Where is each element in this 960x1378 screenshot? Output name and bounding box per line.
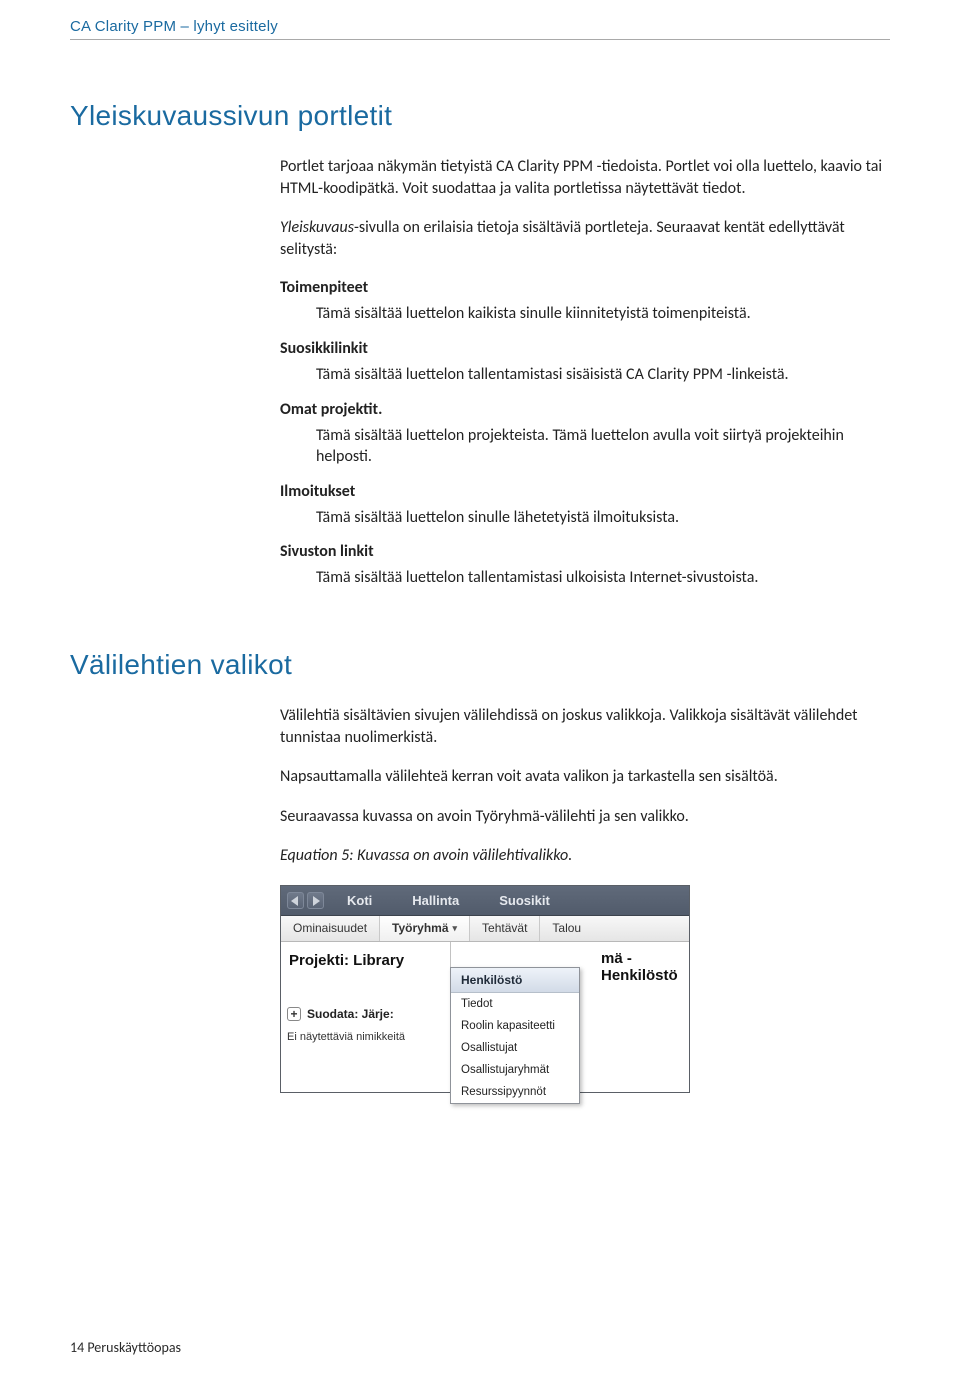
page-footer: 14 Peruskäyttöopas bbox=[70, 1339, 181, 1356]
app-left-pane: Projekti: Library + Suodata: Järje: Ei n… bbox=[281, 942, 451, 1092]
subtab-talou[interactable]: Talou bbox=[540, 916, 593, 941]
dropdown-item-osallistujat[interactable]: Osallistujat bbox=[451, 1037, 579, 1059]
term-omat-projektit: Omat projektit. bbox=[280, 400, 890, 419]
def-omat-projektit: Tämä sisältää luettelon projekteista. Tä… bbox=[316, 425, 890, 468]
tab-dropdown-menu: Henkilöstö Tiedot Roolin kapasiteetti Os… bbox=[450, 967, 580, 1104]
nav-forward-button[interactable] bbox=[307, 892, 324, 909]
top-tab-suosikit[interactable]: Suosikit bbox=[479, 893, 570, 908]
subtab-tyoryhma[interactable]: Työryhmä bbox=[380, 916, 470, 941]
s2-p3: Seuraavassa kuvassa on avoin Työryhmä-vä… bbox=[280, 806, 890, 828]
term-suosikkilinkit: Suosikkilinkit bbox=[280, 339, 890, 358]
section2-body: Välilehtiä sisältävien sivujen välilehdi… bbox=[280, 705, 890, 1093]
section-title-portletit: Yleiskuvaussivun portletit bbox=[70, 100, 890, 132]
def-suosikkilinkit: Tämä sisältää luettelon tallentamistasi … bbox=[316, 364, 890, 386]
s2-caption: Equation 5: Kuvassa on avoin välilehtiva… bbox=[280, 845, 890, 867]
lead-italic: Yleiskuvaus bbox=[280, 218, 354, 237]
intro-para: Portlet tarjoaa näkymän tietyistä CA Cla… bbox=[280, 156, 890, 199]
term-toimenpiteet: Toimenpiteet bbox=[280, 278, 890, 297]
subtab-tehtavat[interactable]: Tehtävät bbox=[470, 916, 540, 941]
filter-row: + Suodata: Järje: bbox=[281, 1005, 450, 1023]
subtab-ominaisuudet[interactable]: Ominaisuudet bbox=[281, 916, 380, 941]
dropdown-item-tiedot[interactable]: Tiedot bbox=[451, 993, 579, 1015]
def-ilmoitukset: Tämä sisältää luettelon sinulle lähetety… bbox=[316, 507, 890, 529]
empty-message: Ei näytettäviä nimikkeitä bbox=[281, 1023, 450, 1051]
s2-p1: Välilehtiä sisältävien sivujen välilehdi… bbox=[280, 705, 890, 748]
running-head: CA Clarity PPM – lyhyt esittely bbox=[70, 18, 890, 40]
dropdown-item-roolin-kapasiteetti[interactable]: Roolin kapasiteetti bbox=[451, 1015, 579, 1037]
term-sivuston-linkit: Sivuston linkit bbox=[280, 542, 890, 561]
app-screenshot: Koti Hallinta Suosikit Ominaisuudet Työr… bbox=[280, 885, 690, 1093]
dropdown-head[interactable]: Henkilöstö bbox=[451, 968, 579, 993]
dropdown-item-osallistujaryhmat[interactable]: Osallistujaryhmät bbox=[451, 1059, 579, 1081]
expand-filter-button[interactable]: + bbox=[287, 1007, 301, 1021]
filter-label: Suodata: Järje: bbox=[307, 1007, 394, 1021]
right-heading: mä - Henkilöstö bbox=[601, 950, 689, 984]
def-toimenpiteet: Tämä sisältää luettelon kaikista sinulle… bbox=[316, 303, 890, 325]
project-title: Projekti: Library bbox=[281, 942, 450, 977]
lead-para: Yleiskuvaus-sivulla on erilaisia tietoja… bbox=[280, 217, 890, 260]
nav-back-button[interactable] bbox=[287, 892, 304, 909]
app-body: Projekti: Library + Suodata: Järje: Ei n… bbox=[281, 942, 689, 1092]
page: CA Clarity PPM – lyhyt esittely Yleiskuv… bbox=[0, 0, 960, 1378]
section1-body: Portlet tarjoaa näkymän tietyistä CA Cla… bbox=[280, 156, 890, 589]
top-tab-koti[interactable]: Koti bbox=[327, 893, 392, 908]
top-tab-hallinta[interactable]: Hallinta bbox=[392, 893, 479, 908]
lead-rest: -sivulla on erilaisia tietoja sisältäviä… bbox=[280, 218, 845, 259]
def-sivuston-linkit: Tämä sisältää luettelon tallentamistasi … bbox=[316, 567, 890, 589]
app-topbar: Koti Hallinta Suosikit bbox=[281, 886, 689, 916]
section-title-valilehdet: Välilehtien valikot bbox=[70, 649, 890, 681]
dropdown-item-resurssipyynnot[interactable]: Resurssipyynnöt bbox=[451, 1081, 579, 1103]
s2-p2: Napsauttamalla välilehteä kerran voit av… bbox=[280, 766, 890, 788]
term-ilmoitukset: Ilmoitukset bbox=[280, 482, 890, 501]
app-subtabs: Ominaisuudet Työryhmä Tehtävät Talou bbox=[281, 916, 689, 942]
